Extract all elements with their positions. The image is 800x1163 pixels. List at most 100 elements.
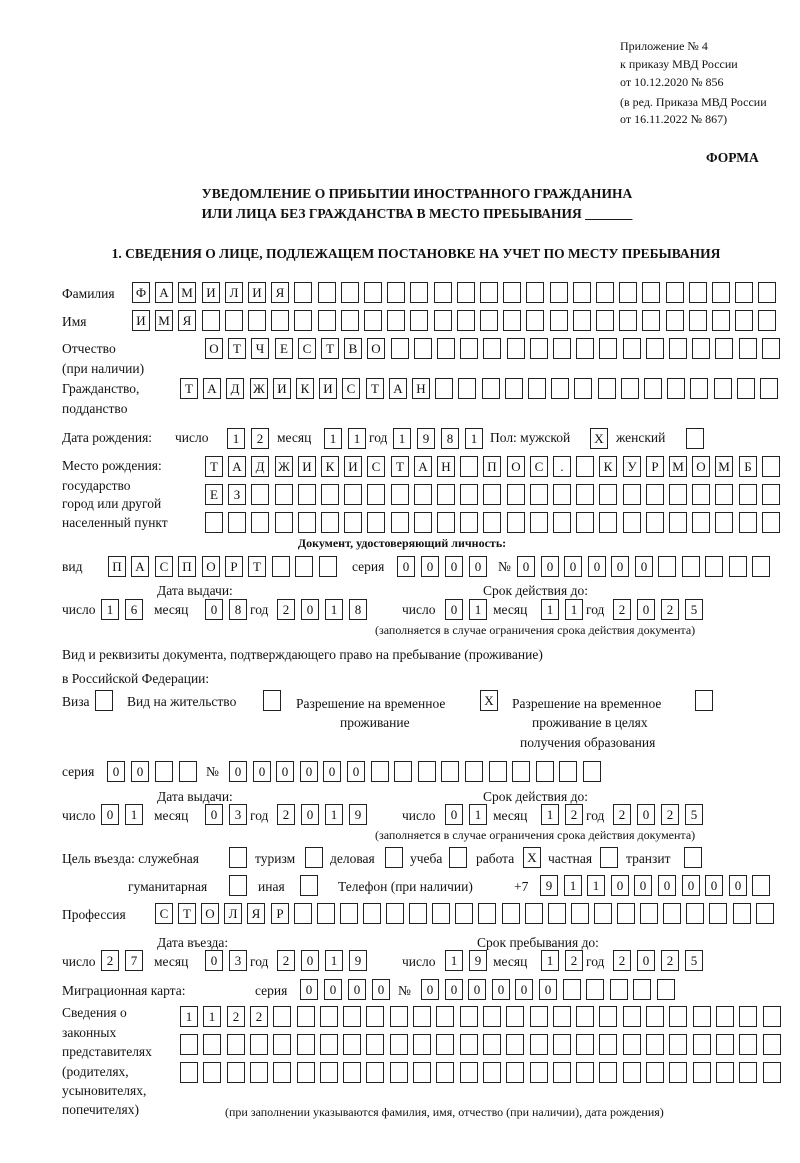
- birth-place-field-cell[interactable]: Р: [646, 456, 664, 477]
- name-field-cell[interactable]: [225, 310, 243, 331]
- birth-place-field-cell[interactable]: [692, 484, 710, 505]
- surname-field-cell[interactable]: [642, 282, 660, 303]
- name-field-cell[interactable]: [712, 310, 730, 331]
- citizenship-field-cell[interactable]: [551, 378, 569, 399]
- surname-field-cell[interactable]: [503, 282, 521, 303]
- reps-field-cell[interactable]: [203, 1062, 221, 1083]
- id-number-field-cell[interactable]: 0: [588, 556, 606, 577]
- phone-field-cell[interactable]: 0: [611, 875, 629, 896]
- surname-field-cell[interactable]: [573, 282, 591, 303]
- rd-number-field-cell[interactable]: 0: [253, 761, 271, 782]
- profession-field-cell[interactable]: [386, 903, 404, 924]
- profession-field-cell[interactable]: [432, 903, 450, 924]
- entry-month-field-cell[interactable]: 3: [229, 950, 247, 971]
- patronymic-field-cell[interactable]: [507, 338, 525, 359]
- citizenship-field-cell[interactable]: Т: [366, 378, 384, 399]
- name-field-cell[interactable]: [619, 310, 637, 331]
- birth-year-field-cell[interactable]: 9: [417, 428, 435, 449]
- id-number-field-cell[interactable]: 0: [517, 556, 535, 577]
- reps-field-cell[interactable]: [390, 1006, 408, 1027]
- patronymic-field-cell[interactable]: [437, 338, 455, 359]
- surname-field-cell[interactable]: [480, 282, 498, 303]
- phone-field-cell[interactable]: [752, 875, 770, 896]
- id-kind-field-cell[interactable]: Т: [248, 556, 266, 577]
- profession-field-cell[interactable]: [548, 903, 566, 924]
- birth-place-field-cell[interactable]: С: [367, 456, 385, 477]
- birth-place-field-cell[interactable]: З: [228, 484, 246, 505]
- reps-field-cell[interactable]: [646, 1006, 664, 1027]
- rd-series-field-cell[interactable]: [179, 761, 197, 782]
- id-kind-field-cell[interactable]: С: [155, 556, 173, 577]
- name-field-cell[interactable]: Я: [178, 310, 196, 331]
- reps-field-cell[interactable]: [693, 1034, 711, 1055]
- reps-field-cell[interactable]: [227, 1034, 245, 1055]
- purpose-study-checkbox[interactable]: [449, 847, 467, 868]
- name-field-cell[interactable]: [758, 310, 776, 331]
- reps-field-cell[interactable]: [553, 1006, 571, 1027]
- surname-field-cell[interactable]: [341, 282, 359, 303]
- entry-month-field-cell[interactable]: 0: [205, 950, 223, 971]
- patronymic-field-cell[interactable]: [576, 338, 594, 359]
- id-series-field-cell[interactable]: 0: [421, 556, 439, 577]
- reps-field-cell[interactable]: [716, 1062, 734, 1083]
- birth-place-field-cell[interactable]: [275, 512, 293, 533]
- birth-place-field-cell[interactable]: Д: [251, 456, 269, 477]
- birth-place-field-cell[interactable]: [391, 484, 409, 505]
- valid-year-field-cell[interactable]: 2: [661, 599, 679, 620]
- reps-field-cell[interactable]: [390, 1062, 408, 1083]
- patronymic-field-cell[interactable]: [623, 338, 641, 359]
- citizenship-field-cell[interactable]: [690, 378, 708, 399]
- reps-field-cell[interactable]: [250, 1062, 268, 1083]
- valid-year-field-cell[interactable]: 5: [685, 599, 703, 620]
- reps-field-cell[interactable]: [739, 1006, 757, 1027]
- profession-field-cell[interactable]: Л: [224, 903, 242, 924]
- birth-place-field-cell[interactable]: С: [530, 456, 548, 477]
- birth-place-field-cell[interactable]: Т: [391, 456, 409, 477]
- phone-field-cell[interactable]: 0: [658, 875, 676, 896]
- birth-year-field-cell[interactable]: 1: [393, 428, 411, 449]
- reps-field-cell[interactable]: [413, 1006, 431, 1027]
- patronymic-field-cell[interactable]: С: [298, 338, 316, 359]
- patronymic-field-cell[interactable]: [599, 338, 617, 359]
- profession-field-cell[interactable]: Я: [247, 903, 265, 924]
- surname-field-cell[interactable]: Л: [225, 282, 243, 303]
- reps-field-cell[interactable]: [460, 1062, 478, 1083]
- reps-field-cell[interactable]: [320, 1062, 338, 1083]
- patronymic-field-cell[interactable]: В: [344, 338, 362, 359]
- mc-number-field-cell[interactable]: [657, 979, 675, 1000]
- reps-field-cell[interactable]: [623, 1034, 641, 1055]
- citizenship-field-cell[interactable]: [482, 378, 500, 399]
- purpose-work-checkbox[interactable]: X: [523, 847, 541, 868]
- stay-day-field-cell[interactable]: 1: [445, 950, 463, 971]
- reps-field-cell[interactable]: [483, 1062, 501, 1083]
- reps-field-cell[interactable]: [553, 1062, 571, 1083]
- citizenship-field-cell[interactable]: Ж: [250, 378, 268, 399]
- name-field-cell[interactable]: [457, 310, 475, 331]
- birth-place-field-cell[interactable]: Н: [437, 456, 455, 477]
- birth-place-field-cell[interactable]: П: [483, 456, 501, 477]
- birth-place-field-cell[interactable]: [321, 512, 339, 533]
- reps-field-cell[interactable]: [273, 1006, 291, 1027]
- reps-field-cell[interactable]: [669, 1006, 687, 1027]
- birth-place-field-cell[interactable]: [553, 512, 571, 533]
- rd-number-field-cell[interactable]: 0: [347, 761, 365, 782]
- birth-place-field-cell[interactable]: [437, 512, 455, 533]
- name-field-cell[interactable]: [573, 310, 591, 331]
- mc-number-field-cell[interactable]: 0: [445, 979, 463, 1000]
- name-field-cell[interactable]: [294, 310, 312, 331]
- reps-field-cell[interactable]: [483, 1006, 501, 1027]
- reps-field-cell[interactable]: 1: [180, 1006, 198, 1027]
- birth-place-field-cell[interactable]: [251, 484, 269, 505]
- birth-place-field-cell[interactable]: [762, 484, 780, 505]
- surname-field-cell[interactable]: Я: [271, 282, 289, 303]
- patronymic-field-cell[interactable]: Е: [275, 338, 293, 359]
- surname-field-cell[interactable]: Ф: [132, 282, 150, 303]
- issue-month-field-cell[interactable]: 0: [205, 599, 223, 620]
- mc-series-field-cell[interactable]: 0: [372, 979, 390, 1000]
- reps-field-cell[interactable]: [599, 1034, 617, 1055]
- id-kind-field-cell[interactable]: Р: [225, 556, 243, 577]
- valid-year-field-cell[interactable]: 5: [685, 804, 703, 825]
- patronymic-field-cell[interactable]: [391, 338, 409, 359]
- patronymic-field-cell[interactable]: [692, 338, 710, 359]
- name-field-cell[interactable]: [271, 310, 289, 331]
